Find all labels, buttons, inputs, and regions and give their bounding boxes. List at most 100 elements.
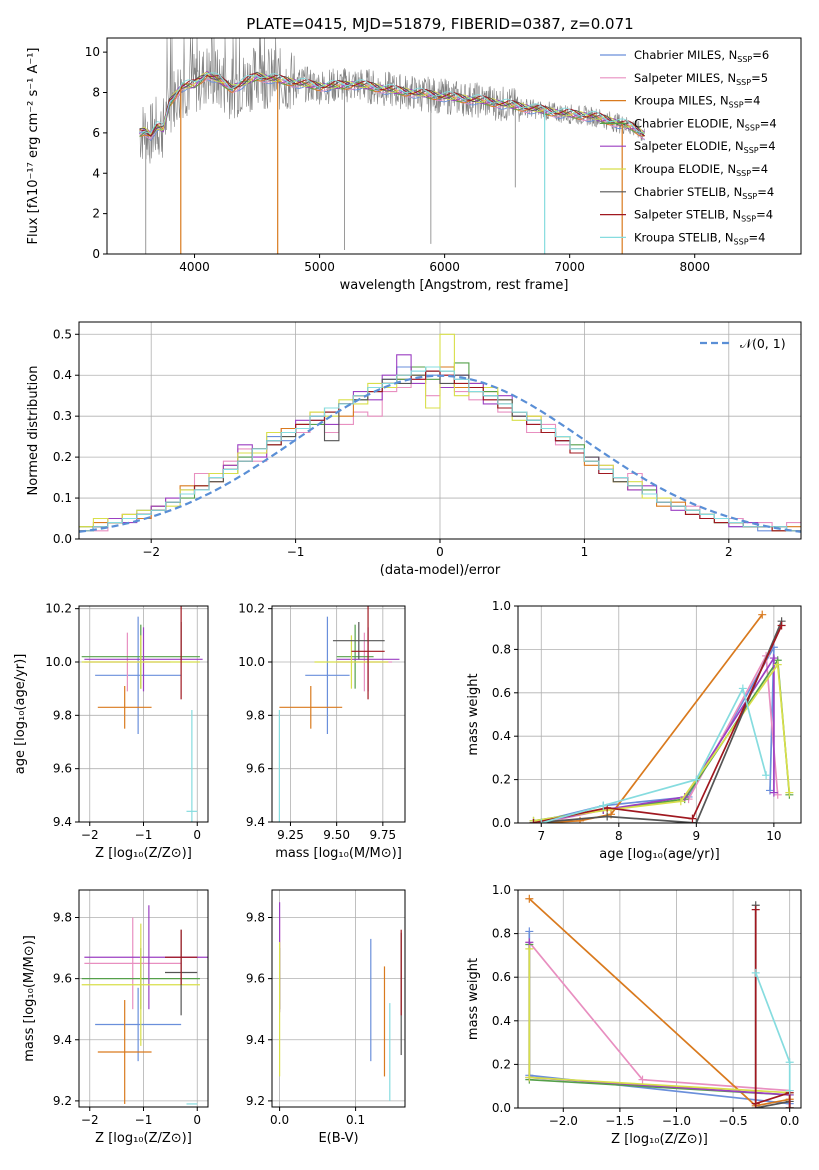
x-tick-label: 2 <box>725 545 733 559</box>
y-axis-label: Normed distribution <box>26 366 41 496</box>
x-tick-label: −2.0 <box>549 1114 578 1128</box>
x-tick-label: 9.75 <box>369 828 396 842</box>
mass-weight-marker <box>785 1104 794 1108</box>
y-tick-label: 10.2 <box>45 602 72 616</box>
mass-weight-marker <box>765 786 774 795</box>
legend-label: Chabrier MILES, NSSP=6 <box>634 48 769 64</box>
mass-weight-line <box>533 655 775 823</box>
x-tick-label: 8000 <box>679 260 710 274</box>
axes-frame <box>517 889 802 1109</box>
x-tick-label: −2 <box>81 828 99 842</box>
y-tick-label: 9.4 <box>53 815 72 829</box>
x-tick-label: 5000 <box>304 260 335 274</box>
mass-vs-metallicity-panel: −2 −1 0 9.2 9.4 9.6 9.8 Z [log₁₀(Z/Z⊙)] mass [lo… <box>22 889 209 1146</box>
y-tick-label: 9.4 <box>246 1033 265 1047</box>
mass-weight-marker <box>525 1073 534 1082</box>
x-tick-label: 0 <box>193 1113 201 1127</box>
y-tick-label: 0 <box>92 247 100 261</box>
x-tick-label: 6000 <box>429 260 460 274</box>
y-tick-label: 10.2 <box>238 602 265 616</box>
y-tick-label: 9.2 <box>53 1094 72 1108</box>
y-tick-label: 0.0 <box>492 816 511 830</box>
mass-weight-marker <box>692 819 701 823</box>
y-tick-label: 9.4 <box>53 1033 72 1047</box>
y-tick-label: 9.8 <box>53 911 72 925</box>
y-tick-label: 9.6 <box>53 972 72 986</box>
y-tick-label: 4 <box>92 166 100 180</box>
mass-weight-line <box>528 941 791 1108</box>
mass-weight-marker <box>525 944 534 953</box>
y-tick-label: 0.8 <box>492 642 511 656</box>
mass-weight-marker <box>773 790 782 799</box>
mass-weight-marker <box>769 654 778 663</box>
plot-area <box>81 606 203 822</box>
mass-weight-line <box>541 652 779 823</box>
mass-weight-marker <box>751 968 760 977</box>
mass-weight-marker <box>688 814 697 823</box>
mass-weight-marker <box>525 927 534 936</box>
y-axis-label: mass weight <box>466 958 481 1040</box>
mass-weight-marker <box>529 819 538 823</box>
mass-weight-marker <box>785 1086 794 1095</box>
legend-label: Kroupa STELIB, NSSP=4 <box>634 230 765 246</box>
y-tick-label: 6 <box>92 126 100 140</box>
mass-weight-marker <box>762 771 771 780</box>
mass-weight-marker <box>769 788 778 797</box>
mass-weight-marker <box>751 1099 760 1108</box>
x-tick-label: −1 <box>135 828 153 842</box>
x-tick-label: 9 <box>693 829 701 843</box>
x-axis-label: Z [log₁₀(Z/Z⊙)] <box>95 1131 192 1146</box>
x-tick-label: −1.5 <box>605 1114 634 1128</box>
mass-weight-line <box>754 905 791 1108</box>
x-tick-label: 0 <box>436 545 444 559</box>
x-tick-label: 0 <box>193 828 201 842</box>
normal-curve <box>79 374 801 533</box>
model-spectrum <box>139 72 645 134</box>
y-tick-label: 9.4 <box>246 815 265 829</box>
x-tick-label: −1 <box>287 545 305 559</box>
x-tick-label: 9.50 <box>323 828 350 842</box>
mass-weight-line <box>528 944 791 1108</box>
model-spectrum <box>139 72 645 137</box>
x-tick-label: −0.5 <box>719 1114 748 1128</box>
x-tick-label: 0.1 <box>346 1113 365 1127</box>
y-tick-label: 0.6 <box>492 686 511 700</box>
y-tick-label: 0.5 <box>53 327 72 341</box>
x-axis-label: mass [log₁₀(M/M⊙)] <box>275 846 402 861</box>
y-tick-label: 9.6 <box>53 762 72 776</box>
mass-weight-marker <box>525 894 534 903</box>
y-tick-label: 1.0 <box>492 883 511 897</box>
x-tick-label: 4000 <box>179 260 210 274</box>
mass-weight-line <box>528 898 790 1107</box>
mass-weight-line <box>533 646 775 823</box>
y-tick-label: 0.6 <box>492 970 511 984</box>
x-tick-label: 0.0 <box>270 1113 289 1127</box>
y-tick-label: 0.1 <box>53 491 72 505</box>
age-vs-metallicity-panel: −2 −1 0 9.4 9.6 9.8 10.0 10.2 Z [log₁₀(Z/Z⊙)] age… <box>13 602 209 861</box>
mass-weight-marker <box>777 621 786 630</box>
y-tick-label: 0.4 <box>492 729 511 743</box>
x-tick-label: −1 <box>135 1113 153 1127</box>
plot-area <box>79 333 801 533</box>
x-tick-label: −1.0 <box>662 1114 691 1128</box>
model-spectrum <box>139 71 646 137</box>
axes-frame <box>271 889 406 1108</box>
model-spectrum <box>139 73 645 137</box>
spectrum-panel: 4000 5000 6000 7000 8000 0 2 4 6 8 10 wavelength [A… <box>26 37 802 293</box>
y-tick-label: 0.0 <box>492 1101 511 1115</box>
plot-area <box>278 606 400 822</box>
x-tick-label: 1 <box>581 545 589 559</box>
mass-weight-line <box>754 909 791 1108</box>
figure-title: PLATE=0415, MJD=51879, FIBERID=0387, z=0… <box>246 15 633 33</box>
axes-frame <box>271 605 406 823</box>
y-tick-label: 8 <box>92 86 100 100</box>
mass-weight-marker <box>773 660 782 669</box>
mass-weight-vs-metallicity-panel: −2.0 −1.5 −1.0 −0.5 0.0 0.0 0.2 0.4 0.6 0.8 1.0 Z [… <box>466 883 802 1147</box>
mass-weight-marker <box>785 788 794 797</box>
legend-label: Salpeter MILES, NSSP=5 <box>634 71 768 87</box>
y-axis-label: mass [log₁₀(M/M⊙)] <box>22 935 37 1062</box>
y-tick-label: 10.0 <box>238 655 265 669</box>
x-axis-label: (data-model)/error <box>380 563 501 578</box>
x-axis-label: E(B-V) <box>318 1131 358 1146</box>
x-tick-label: 7000 <box>554 260 585 274</box>
